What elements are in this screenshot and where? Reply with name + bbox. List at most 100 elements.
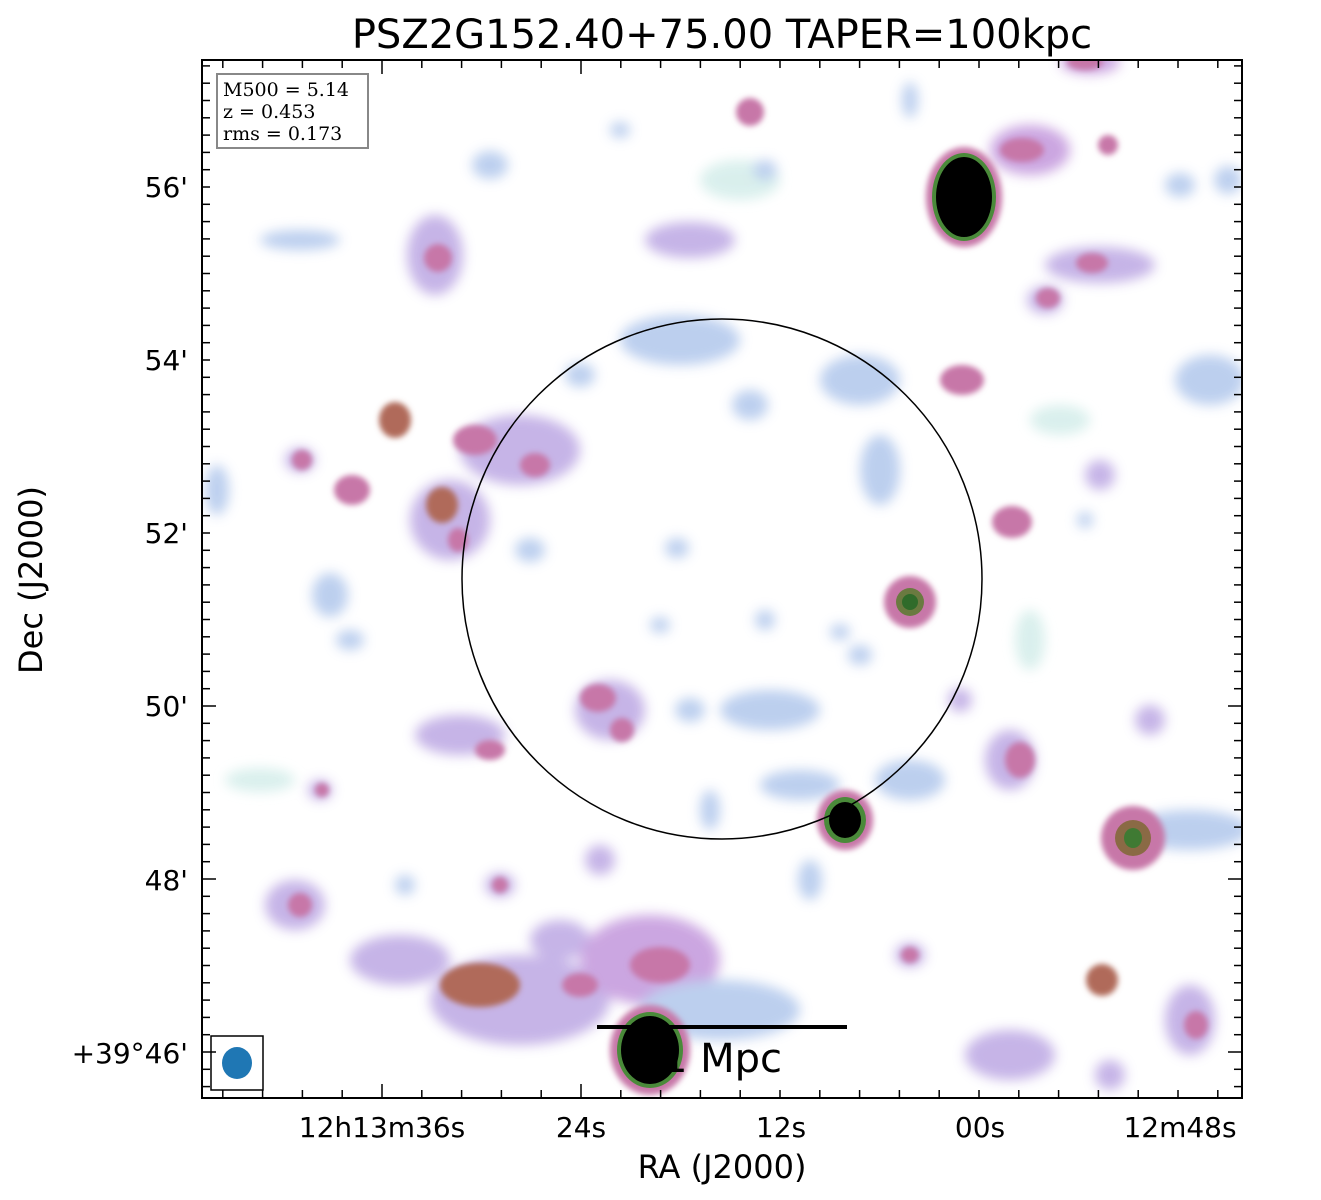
emission-blob [965,1030,1055,1080]
emission-core [736,98,764,126]
emission-blob [1095,1060,1125,1090]
emission-blob [1165,173,1195,197]
emission-core [453,425,497,455]
source-core [936,157,992,237]
emission-blob [585,845,615,875]
emission-blob [650,617,670,633]
emission-core [1036,288,1060,308]
x-tick-label: 12m48s [1123,1111,1236,1144]
emission-core [1005,742,1035,778]
y-tick-label: 48' [145,864,188,897]
emission-blob [472,151,508,179]
source-core [902,594,918,610]
emission-core [448,528,468,552]
info-line-rms: rms = 0.173 [223,123,342,145]
emission-blob [395,875,415,895]
emission-core [288,893,312,917]
emission-blob [665,538,689,558]
scale-bar-label: 1 Mpc [662,1036,782,1082]
emission-blob [732,390,768,420]
x-axis-title: RA (J2000) [638,1148,807,1186]
emission-core [992,506,1032,538]
radio-emission-map [205,60,1242,1095]
emission-blob [1085,460,1115,490]
emission-blob [1175,355,1242,405]
emission-blob [312,573,348,617]
emission-core [630,947,690,983]
emission-blob [848,645,872,665]
emission-core [475,740,505,760]
emission-core [315,783,329,797]
plot-frame [201,59,1243,1099]
chart-title: PSZ2G152.40+75.00 TAPER=100kpc [352,12,1092,58]
emission-blob [620,315,740,365]
x-tick-label: 24s [556,1111,606,1144]
emission-core [1076,253,1108,273]
emission-blob [902,82,918,118]
emission-core [1098,135,1118,155]
emission-blob [820,355,900,405]
emission-core [440,963,520,1007]
beam-ellipse [222,1047,252,1079]
y-tick-label: 54' [145,344,188,377]
emission-core [901,947,919,963]
emission-core [1184,1011,1208,1039]
emission-blob [1135,705,1165,735]
emission-blob [720,690,820,730]
x-tick-label: 12s [756,1111,806,1144]
emission-blob [830,624,850,640]
emission-blob [760,770,840,800]
emission-core [426,487,458,523]
emission-blob [1015,610,1045,670]
source-core [1124,828,1142,848]
info-box [216,73,369,149]
emission-core [610,718,634,742]
plot-area [202,60,1242,1098]
emission-core [334,475,370,505]
y-axis-title: Dec (J2000) [12,486,50,674]
emission-blob [675,698,705,722]
x-tick-label: 00s [955,1111,1005,1144]
emission-core [379,402,411,438]
emission-blob [798,860,822,900]
y-tick-label: 50' [145,690,188,723]
emission-core [1086,964,1118,996]
emission-blob [260,230,340,250]
emission-blob [948,688,972,712]
emission-blob [645,222,735,258]
y-tick-label: +39°46' [72,1037,188,1070]
cluster-circle [461,318,983,840]
emission-core [424,244,452,272]
emission-blob [860,435,900,505]
emission-blob [530,920,590,960]
emission-blob [875,760,945,800]
y-tick-label: 56' [145,171,188,204]
emission-blob [565,363,595,387]
source-core [829,802,861,838]
emission-blob [225,768,295,792]
info-line-m500: M500 = 5.14 [223,79,349,101]
y-tick-label: 52' [145,517,188,550]
emission-blob [753,160,777,180]
axis-ticks [202,60,1242,1098]
emission-blob [205,465,229,515]
emission-core [292,450,312,470]
x-tick-label: 12h13m36s [299,1111,466,1144]
emission-blob [336,630,364,650]
emission-core [1067,60,1103,70]
emission-core [562,973,598,997]
emission-blob [1077,512,1093,528]
emission-blob [755,610,775,630]
emission-blob [515,538,545,562]
emission-core [520,453,550,477]
emission-bright-layer [288,60,1208,1039]
emission-blob [700,790,720,830]
emission-blob [350,935,450,985]
emission-core [492,877,508,893]
emission-core [580,684,616,712]
emission-blob [610,122,630,138]
source-core [621,1016,679,1084]
info-line-z: z = 0.453 [223,101,315,123]
compact-sources [610,147,1165,1095]
